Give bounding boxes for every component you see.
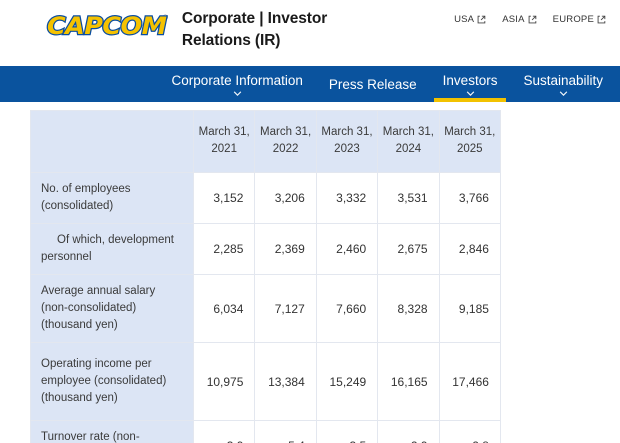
cell-employees-2023: 3,332 xyxy=(315,171,379,225)
employee-statistics-section: March 31, 2021 March 31, 2022 March 31, … xyxy=(0,102,620,443)
capcom-logo[interactable]: CAPCOM ® xyxy=(46,12,169,40)
region-link-europe[interactable]: EUROPE xyxy=(553,14,606,25)
table-row: Turnover rate (non-consolidated) (%) 3.9… xyxy=(30,420,501,443)
row-label-average-annual-salary: Average annual salary (non-consolidated)… xyxy=(30,274,194,344)
capcom-logo-text: CAPCOM xyxy=(46,12,169,40)
table-corner-cell xyxy=(30,110,194,173)
cell-turnover-2023: 3.5 xyxy=(315,420,379,443)
column-header-2024: March 31, 2024 xyxy=(377,110,440,173)
row-label-operating-income-per-employee: Operating income per employee (consolida… xyxy=(30,342,194,422)
column-header-2025: March 31, 2025 xyxy=(438,110,501,173)
cell-op-income-2023: 15,249 xyxy=(315,342,379,422)
cell-op-income-2022: 13,384 xyxy=(254,342,317,422)
chevron-down-icon xyxy=(233,91,241,96)
region-link-usa-label: USA xyxy=(454,14,475,25)
main-navigation: Corporate Information Press Release Inve… xyxy=(0,66,620,102)
region-link-europe-label: EUROPE xyxy=(552,14,594,25)
cell-employees-2022: 3,206 xyxy=(254,171,317,225)
cell-turnover-2024: 2.9 xyxy=(377,420,440,443)
table-row: Operating income per employee (consolida… xyxy=(30,342,501,422)
cell-salary-2024: 8,328 xyxy=(377,274,440,344)
cell-dev-personnel-2021: 2,285 xyxy=(192,223,256,276)
external-link-icon xyxy=(597,15,606,24)
page-title: Corporate | Investor Relations (IR) xyxy=(181,10,328,49)
site-header: CAPCOM ® Corporate | Investor Relations … xyxy=(0,0,620,66)
cell-op-income-2025: 17,466 xyxy=(438,342,501,422)
cell-dev-personnel-2023: 2,460 xyxy=(315,223,379,276)
cell-salary-2025: 9,185 xyxy=(438,274,501,344)
cell-employees-2024: 3,531 xyxy=(377,171,440,225)
chevron-down-icon xyxy=(559,91,567,96)
cell-op-income-2024: 16,165 xyxy=(377,342,440,422)
cell-salary-2022: 7,127 xyxy=(254,274,317,344)
nav-item-investors[interactable]: Investors xyxy=(430,66,511,102)
column-header-2021: March 31, 2021 xyxy=(192,110,256,173)
row-label-development-personnel: Of which, development personnel xyxy=(30,223,194,276)
region-link-asia-label: ASIA xyxy=(502,14,525,25)
employee-statistics-table: March 31, 2021 March 31, 2022 March 31, … xyxy=(30,110,501,443)
table-header-row: March 31, 2021 March 31, 2022 March 31, … xyxy=(30,110,501,173)
region-link-asia[interactable]: ASIA xyxy=(502,14,536,25)
cell-salary-2021: 6,034 xyxy=(192,274,256,344)
table-row: Of which, development personnel 2,285 2,… xyxy=(30,223,501,276)
cell-employees-2025: 3,766 xyxy=(438,171,501,225)
cell-salary-2023: 7,660 xyxy=(315,274,379,344)
cell-turnover-2022: 5.4 xyxy=(254,420,317,443)
region-link-usa[interactable]: USA xyxy=(454,14,486,25)
nav-item-corporate-information[interactable]: Corporate Information xyxy=(159,66,316,102)
cell-turnover-2025: 2.8 xyxy=(438,420,501,443)
table-row: No. of employees (consolidated) 3,152 3,… xyxy=(30,171,501,225)
brand-block[interactable]: CAPCOM ® Corporate | Investor Relations … xyxy=(46,8,392,52)
external-link-icon xyxy=(477,15,486,24)
column-header-2022: March 31, 2022 xyxy=(254,110,317,173)
nav-item-corporate-information-label: Corporate Information xyxy=(171,73,303,89)
nav-item-sustainability[interactable]: Sustainability xyxy=(510,66,616,102)
cell-dev-personnel-2024: 2,675 xyxy=(377,223,440,276)
nav-item-investors-label: Investors xyxy=(442,73,498,89)
cell-employees-2021: 3,152 xyxy=(192,171,256,225)
nav-item-press-release-label: Press Release xyxy=(328,77,417,93)
table-body: No. of employees (consolidated) 3,152 3,… xyxy=(30,171,501,443)
row-label-no-of-employees: No. of employees (consolidated) xyxy=(30,171,194,225)
cell-dev-personnel-2022: 2,369 xyxy=(254,223,317,276)
table-row: Average annual salary (non-consolidated)… xyxy=(30,274,501,344)
registered-trademark-symbol: ® xyxy=(162,15,168,22)
external-link-icon xyxy=(528,15,536,24)
cell-dev-personnel-2025: 2,846 xyxy=(438,223,501,276)
table-header: March 31, 2021 March 31, 2022 March 31, … xyxy=(30,110,501,173)
nav-item-press-release[interactable]: Press Release xyxy=(316,66,430,102)
cell-turnover-2021: 3.9 xyxy=(192,420,256,443)
chevron-down-icon xyxy=(466,91,474,96)
cell-op-income-2021: 10,975 xyxy=(192,342,256,422)
row-label-turnover-rate: Turnover rate (non-consolidated) (%) xyxy=(30,420,194,443)
column-header-2023: March 31, 2023 xyxy=(315,110,379,173)
region-links: USA ASIA EUROPE xyxy=(454,14,606,25)
nav-item-sustainability-label: Sustainability xyxy=(523,73,603,89)
